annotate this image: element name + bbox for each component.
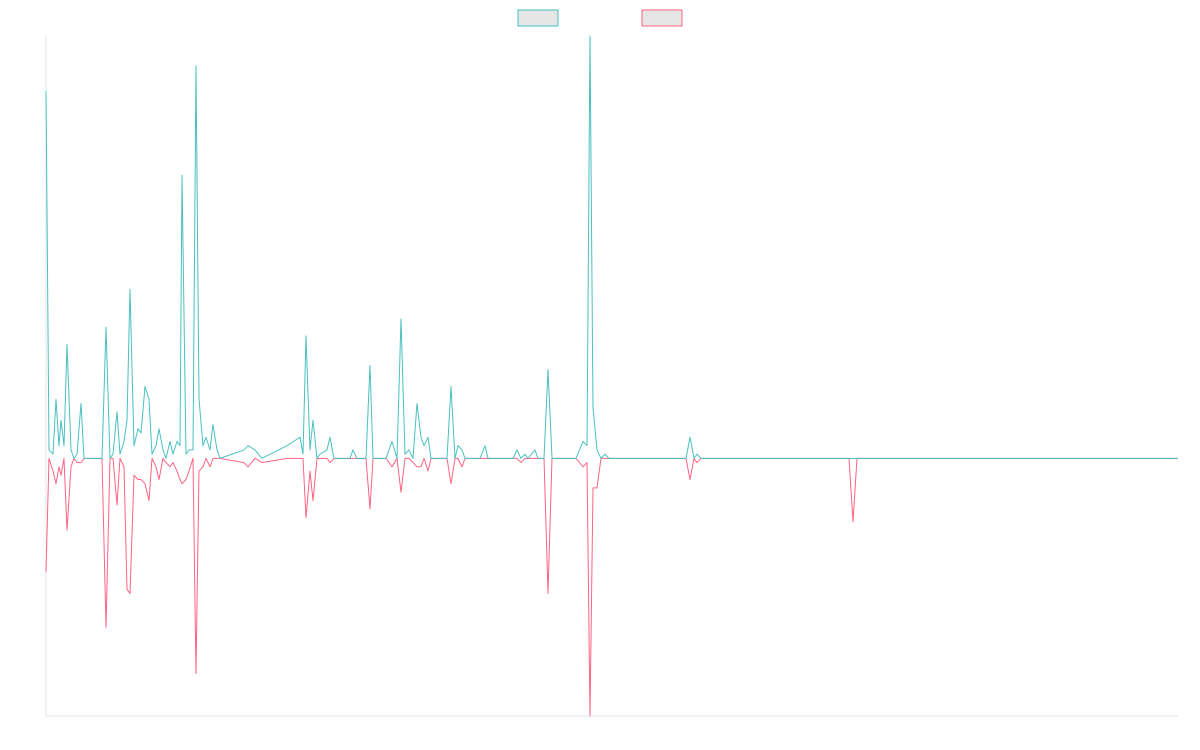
legend-swatch	[641, 9, 683, 27]
series-line	[45, 457, 1178, 717]
legend-swatch	[517, 9, 559, 27]
series-line	[45, 35, 1178, 459]
